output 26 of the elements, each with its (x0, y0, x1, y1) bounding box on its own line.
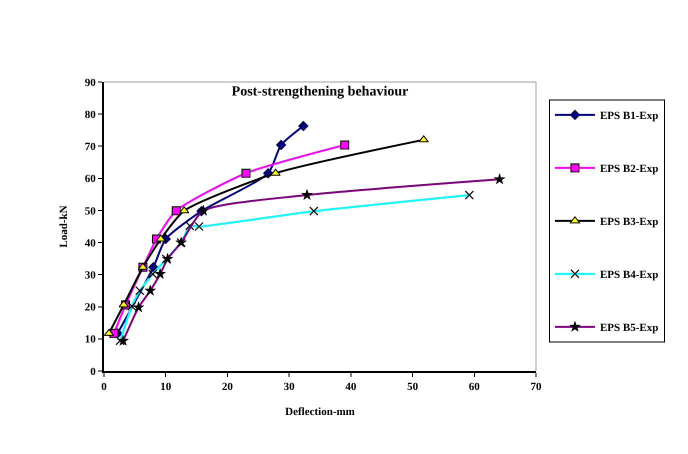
x-tick-label: 20 (222, 381, 234, 394)
y-tick-label: 70 (84, 141, 96, 154)
x-tick-label: 40 (345, 381, 357, 394)
x-tick-label: 50 (407, 381, 419, 394)
legend-label: EPS B2-Exp (600, 163, 658, 176)
y-tick-label: 30 (84, 270, 96, 282)
y-tick-label: 80 (84, 108, 96, 121)
legend-label: EPS B3-Exp (600, 216, 658, 228)
y-tick-label: 90 (84, 76, 96, 89)
y-tick-label: 60 (84, 173, 96, 186)
x-tick-label: 0 (101, 381, 108, 394)
x-tick-label: 10 (160, 381, 172, 394)
x-tick-label: 30 (284, 381, 296, 394)
y-tick-label: 40 (84, 237, 96, 250)
x-tick-label: 60 (468, 381, 480, 394)
y-tick-label: 0 (90, 366, 96, 378)
chart-title: Post-strengthening behaviour (232, 84, 408, 100)
legend-label: EPS B5-Exp (600, 322, 658, 334)
y-tick-label: 10 (84, 334, 96, 346)
x-axis-title: Deflection-mm (285, 406, 355, 418)
legend-label: EPS B1-Exp (600, 110, 658, 122)
y-tick-label: 20 (84, 302, 96, 314)
legend-label: EPS B4-Exp (600, 269, 658, 282)
x-tick-label: 70 (530, 381, 542, 394)
y-axis-title: Load-kN (58, 205, 70, 248)
y-tick-label: 50 (84, 205, 96, 218)
